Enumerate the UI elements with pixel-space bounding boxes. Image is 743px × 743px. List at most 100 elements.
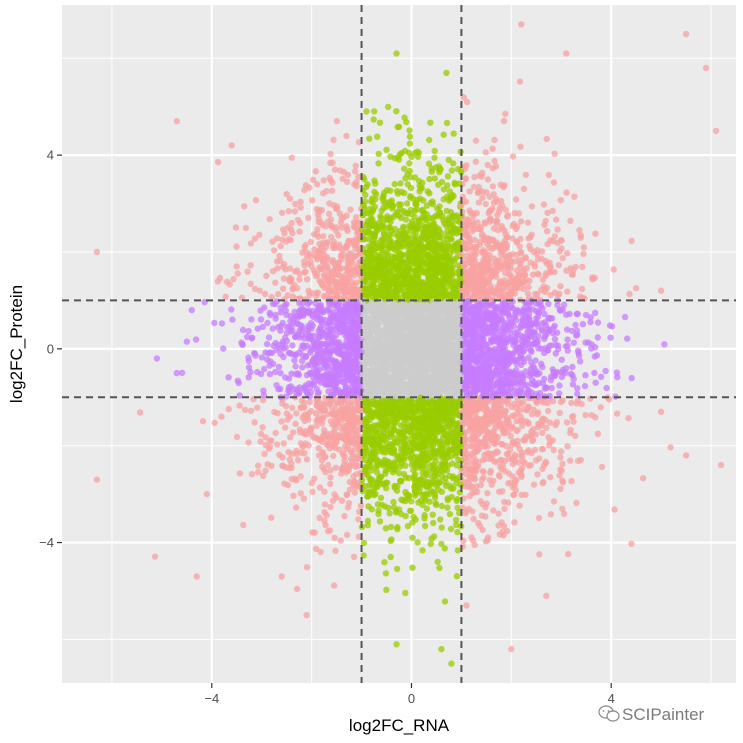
data-point [364,517,372,525]
data-point [560,301,568,308]
data-point [273,298,280,305]
data-point [320,177,327,184]
data-point [350,553,358,560]
data-point [394,482,401,490]
data-point [309,488,316,495]
data-point [329,187,336,194]
data-point [396,463,404,470]
data-point [539,276,547,283]
data-point [292,363,299,370]
data-point [541,221,548,229]
data-point [220,345,227,352]
data-point [406,127,413,134]
data-point [355,533,362,540]
data-point [344,227,351,234]
data-point [192,336,200,343]
data-point [270,247,278,254]
data-point [582,372,589,379]
data-point [324,461,332,469]
data-point [419,547,426,554]
data-point [292,420,299,427]
data-point [505,386,513,394]
data-point [341,513,348,520]
data-point [556,409,563,417]
data-point [247,280,254,287]
data-point [289,342,296,349]
data-point [563,267,570,274]
data-point [577,456,584,464]
data-point [484,161,491,169]
data-point [260,392,268,399]
data-point [330,136,337,143]
data-point [500,117,508,125]
data-point [136,409,144,416]
data-point [306,398,313,406]
data-point [628,237,635,245]
data-point [327,150,334,158]
data-point [423,217,430,224]
data-point [234,270,241,277]
data-point [218,413,225,420]
data-point [343,531,351,539]
data-point [272,429,279,437]
data-point [632,285,640,292]
data-point [543,135,550,143]
data-point [495,472,503,479]
data-point [259,424,266,431]
data-point [293,319,300,326]
data-point [667,444,674,451]
data-point [426,136,433,144]
data-point [412,516,419,523]
data-point [528,348,535,355]
data-point [371,108,378,115]
data-point [441,545,448,552]
data-point [426,175,433,183]
data-point [438,524,445,531]
data-point [222,293,229,300]
data-point [254,462,262,469]
data-point [406,160,413,167]
data-point [482,149,489,156]
data-point [291,308,298,316]
data-point [539,363,546,371]
data-point [240,521,247,529]
data-point [437,234,444,241]
data-point [628,374,635,382]
data-point [386,271,393,278]
data-point [414,148,421,155]
data-point [241,406,249,413]
data-point [489,205,496,212]
data-point [430,519,437,527]
data-point [498,466,505,473]
data-point [391,180,398,188]
data-point [494,211,501,219]
data-point [375,150,382,158]
data-point [229,316,236,323]
data-point [282,424,289,431]
data-point [480,474,487,481]
data-point [421,512,428,519]
data-point [491,136,498,143]
data-point [384,479,391,486]
data-point [386,267,393,274]
data-point [407,507,415,514]
data-point [576,226,583,234]
data-point [274,290,282,298]
data-point [477,498,484,505]
data-point [597,404,604,411]
data-point [293,267,301,274]
data-point [275,363,283,371]
data-point [296,228,303,235]
data-point [564,288,571,295]
data-point [441,598,449,605]
data-point [436,479,443,487]
data-point [406,140,414,147]
data-point [346,486,354,493]
data-point [313,422,320,430]
data-point [321,501,329,508]
data-point [551,233,558,240]
data-point [390,466,397,473]
points-layer [93,21,725,667]
data-point [397,180,404,187]
data-point [509,351,517,358]
